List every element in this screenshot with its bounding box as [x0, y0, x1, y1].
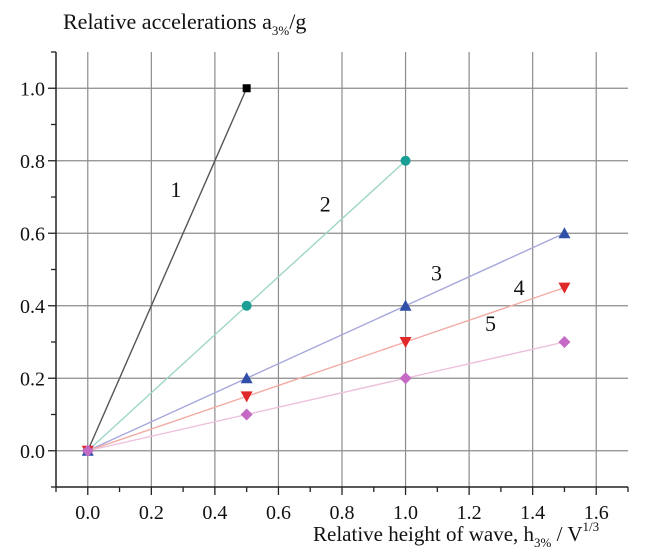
data-point-series-3	[558, 227, 571, 239]
series-label-5: 5	[485, 311, 496, 336]
x-axis-label: Relative height of wave, h3% / V1/3	[313, 519, 599, 550]
x-tick-label: 1.0	[393, 502, 418, 524]
y-tick-label: 0.0	[20, 441, 45, 463]
tick-labels: 0.0 0.2 0.4 0.6 0.8 1.0 1.2 1.4 1.6 0.0 0.2 0.4 0.6 0…	[20, 78, 609, 524]
series-label-2: 2	[320, 192, 331, 217]
data-point-series-4	[240, 391, 253, 403]
data-point-series-2	[241, 300, 252, 311]
x-tick-label: 1.6	[584, 502, 609, 524]
series-label-4: 4	[514, 275, 525, 300]
y-tick-label: 0.8	[20, 151, 45, 173]
data-point-series-5	[240, 408, 253, 421]
y-tick-label: 0.6	[20, 223, 45, 245]
series-label-1: 1	[170, 177, 181, 202]
x-tick-label: 0.4	[202, 502, 227, 524]
series-line-4	[87, 286, 565, 452]
y-tick-label: 1.0	[20, 78, 45, 100]
series-line-1	[87, 87, 248, 452]
x-tick-label: 0.2	[139, 502, 164, 524]
series-label-3: 3	[431, 260, 442, 285]
y-tick-label: 0.4	[20, 296, 45, 318]
data-point-series-3	[240, 372, 253, 384]
data-point-series-5	[558, 336, 571, 348]
series-line-3	[87, 232, 565, 452]
grid	[56, 52, 628, 487]
data-point-series-3	[399, 299, 412, 311]
data-point-series-5	[81, 444, 94, 457]
data-point-series-5	[399, 372, 412, 385]
x-tick-label: 0.0	[75, 502, 100, 524]
data-point-series-1	[242, 84, 251, 93]
axes	[48, 51, 629, 495]
x-tick-label: 0.6	[266, 502, 291, 524]
series-line-5	[87, 341, 565, 452]
x-tick-label: 0.8	[330, 502, 355, 524]
y-tick-label: 0.2	[20, 368, 45, 390]
series-labels: 1 2 3 45	[170, 177, 524, 336]
x-tick-label: 1.4	[520, 502, 545, 524]
y-axis-label: Relative accelerations a3%/g	[63, 9, 306, 38]
x-tick-label: 1.2	[457, 502, 482, 524]
series-markers	[81, 84, 571, 457]
data-point-series-2	[400, 155, 411, 166]
data-point-series-4	[558, 282, 571, 294]
data-point-series-4	[399, 337, 412, 348]
series-lines	[87, 87, 565, 452]
